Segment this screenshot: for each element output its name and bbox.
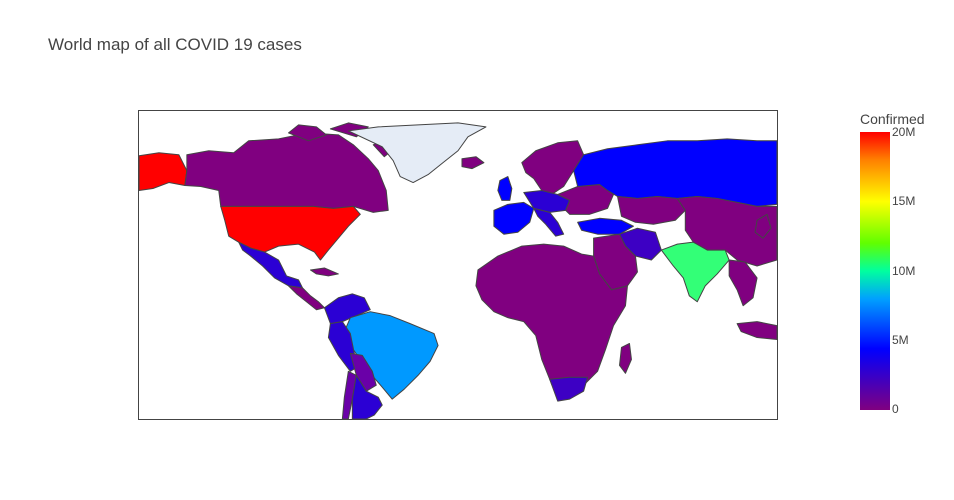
country-scandinavia bbox=[521, 140, 585, 195]
country-japan bbox=[754, 213, 772, 239]
colorbar bbox=[860, 132, 890, 410]
country-argentina bbox=[351, 374, 383, 419]
country-cuba bbox=[309, 267, 339, 277]
country-kazakhstan bbox=[617, 195, 686, 225]
country-china bbox=[676, 195, 777, 267]
world-map[interactable] bbox=[139, 111, 777, 419]
colorbar-title: Confirmed bbox=[860, 111, 925, 127]
country-central-america bbox=[288, 285, 325, 311]
colorbar-tick-5m: 5M bbox=[892, 333, 909, 347]
country-india bbox=[660, 241, 730, 303]
chart-title: World map of all COVID 19 cases bbox=[48, 35, 302, 54]
country-madagascar bbox=[618, 342, 632, 374]
country-south-africa bbox=[549, 376, 589, 402]
country-france-spain bbox=[493, 201, 535, 235]
colorbar-tick-10m: 10M bbox=[892, 264, 916, 278]
map-frame[interactable] bbox=[138, 110, 778, 420]
country-southeast-asia bbox=[728, 259, 758, 307]
country-iceland bbox=[461, 156, 485, 170]
colorbar-tick-15m: 15M bbox=[892, 194, 916, 208]
country-italy bbox=[533, 207, 565, 237]
country-usa bbox=[220, 205, 361, 261]
country-alaska bbox=[139, 152, 188, 191]
country-africa bbox=[475, 243, 628, 400]
country-uk bbox=[497, 176, 513, 201]
country-canada bbox=[184, 132, 389, 213]
colorbar-tick-0: 0 bbox=[892, 402, 899, 416]
country-greenland bbox=[347, 122, 487, 184]
country-turkey bbox=[577, 217, 634, 235]
country-indonesia bbox=[736, 321, 777, 341]
colorbar-tick-20m: 20M bbox=[892, 125, 916, 139]
country-brazil bbox=[343, 311, 439, 400]
